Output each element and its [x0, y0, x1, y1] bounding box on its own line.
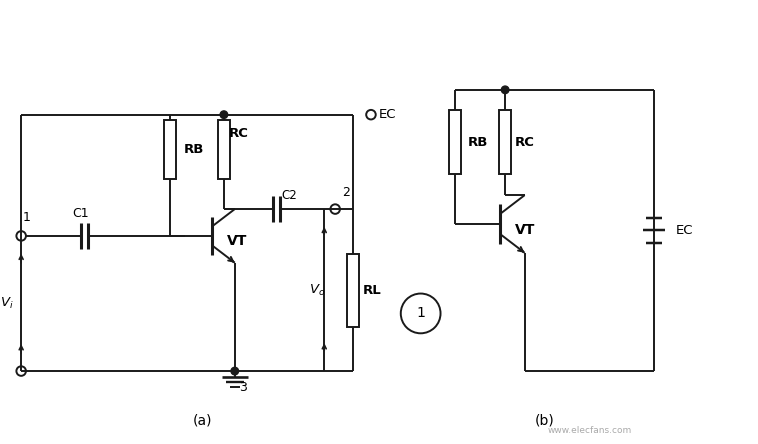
Bar [218, 119, 230, 179]
Circle shape [220, 111, 227, 119]
Text: $V_i$: $V_i$ [1, 296, 14, 311]
Text: RB: RB [468, 135, 487, 148]
Bar [347, 254, 359, 326]
Text: VT: VT [227, 234, 247, 248]
Text: 2: 2 [342, 186, 350, 199]
Text: 1: 1 [416, 306, 425, 321]
Text: 3: 3 [239, 381, 246, 394]
Text: RL: RL [363, 284, 382, 297]
Text: $V_o$: $V_o$ [309, 282, 325, 297]
Text: C1: C1 [73, 207, 89, 220]
Bar [164, 119, 176, 179]
Bar [500, 110, 511, 174]
Text: RC: RC [229, 127, 249, 139]
Text: 1: 1 [23, 211, 31, 224]
Text: RB: RB [184, 143, 205, 156]
Text: (a): (a) [193, 414, 211, 428]
Text: EC: EC [379, 108, 396, 121]
Text: www.elecfans.com: www.elecfans.com [547, 426, 631, 435]
Text: C2: C2 [281, 189, 297, 202]
Circle shape [231, 367, 239, 375]
Text: EC: EC [676, 224, 694, 237]
Text: (b): (b) [535, 414, 555, 428]
Circle shape [501, 86, 509, 94]
Text: VT: VT [515, 223, 535, 237]
Bar [449, 110, 462, 174]
Text: RC: RC [515, 135, 535, 148]
